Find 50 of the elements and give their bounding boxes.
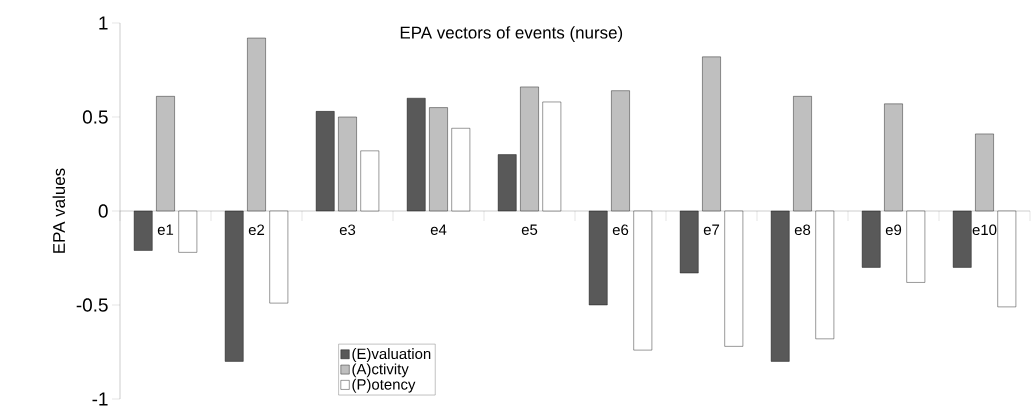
bar (770, 210, 790, 362)
x-tick-label: e10 (972, 224, 997, 236)
bar (588, 210, 608, 306)
bar (269, 210, 289, 304)
x-tick-label: e7 (703, 224, 720, 235)
x-tick-label: e9 (885, 224, 902, 236)
bar (633, 210, 653, 351)
bar (952, 210, 972, 268)
legend-label: (A)ctivity (352, 363, 409, 378)
bar (497, 154, 517, 212)
bar (451, 128, 471, 212)
chart-title: EPA vectors of events (nurse) (400, 26, 623, 42)
y-tick-label: -1 (92, 392, 108, 406)
y-tick-label: 0.5 (82, 110, 108, 124)
bar (884, 103, 903, 212)
bar (406, 98, 426, 212)
bar (133, 210, 153, 251)
bar (724, 210, 744, 347)
bar (679, 210, 699, 274)
legend-label: (E)valuation (352, 348, 431, 363)
bar (429, 107, 448, 212)
bar (611, 90, 630, 212)
x-tick-label: e6 (612, 224, 629, 236)
y-tick-label: 0 (98, 204, 108, 218)
x-tick-label: e1 (157, 224, 174, 235)
x-tick-label: e2 (248, 224, 265, 236)
bar (975, 133, 994, 212)
x-tick-label: e3 (339, 224, 356, 236)
bar (906, 210, 926, 283)
bar (702, 56, 721, 212)
bar (338, 116, 357, 212)
x-tick-label: e5 (521, 224, 538, 235)
x-tick-label: e8 (794, 224, 811, 236)
bar (315, 111, 335, 212)
x-tick-label: e4 (430, 224, 447, 235)
bar (156, 96, 175, 212)
bar (793, 96, 812, 212)
bar (815, 210, 835, 340)
y-tick-label: -0.5 (76, 298, 108, 312)
bar (997, 210, 1017, 308)
bar (224, 210, 244, 362)
legend-label: (P)otency (352, 378, 416, 393)
bar (861, 210, 881, 268)
y-tick-label: 1 (99, 16, 108, 30)
bar (247, 37, 266, 212)
bar (520, 86, 539, 212)
y-axis-title: EPA values (52, 168, 66, 253)
bar (360, 150, 380, 212)
bar (542, 101, 562, 212)
bar (178, 210, 198, 253)
